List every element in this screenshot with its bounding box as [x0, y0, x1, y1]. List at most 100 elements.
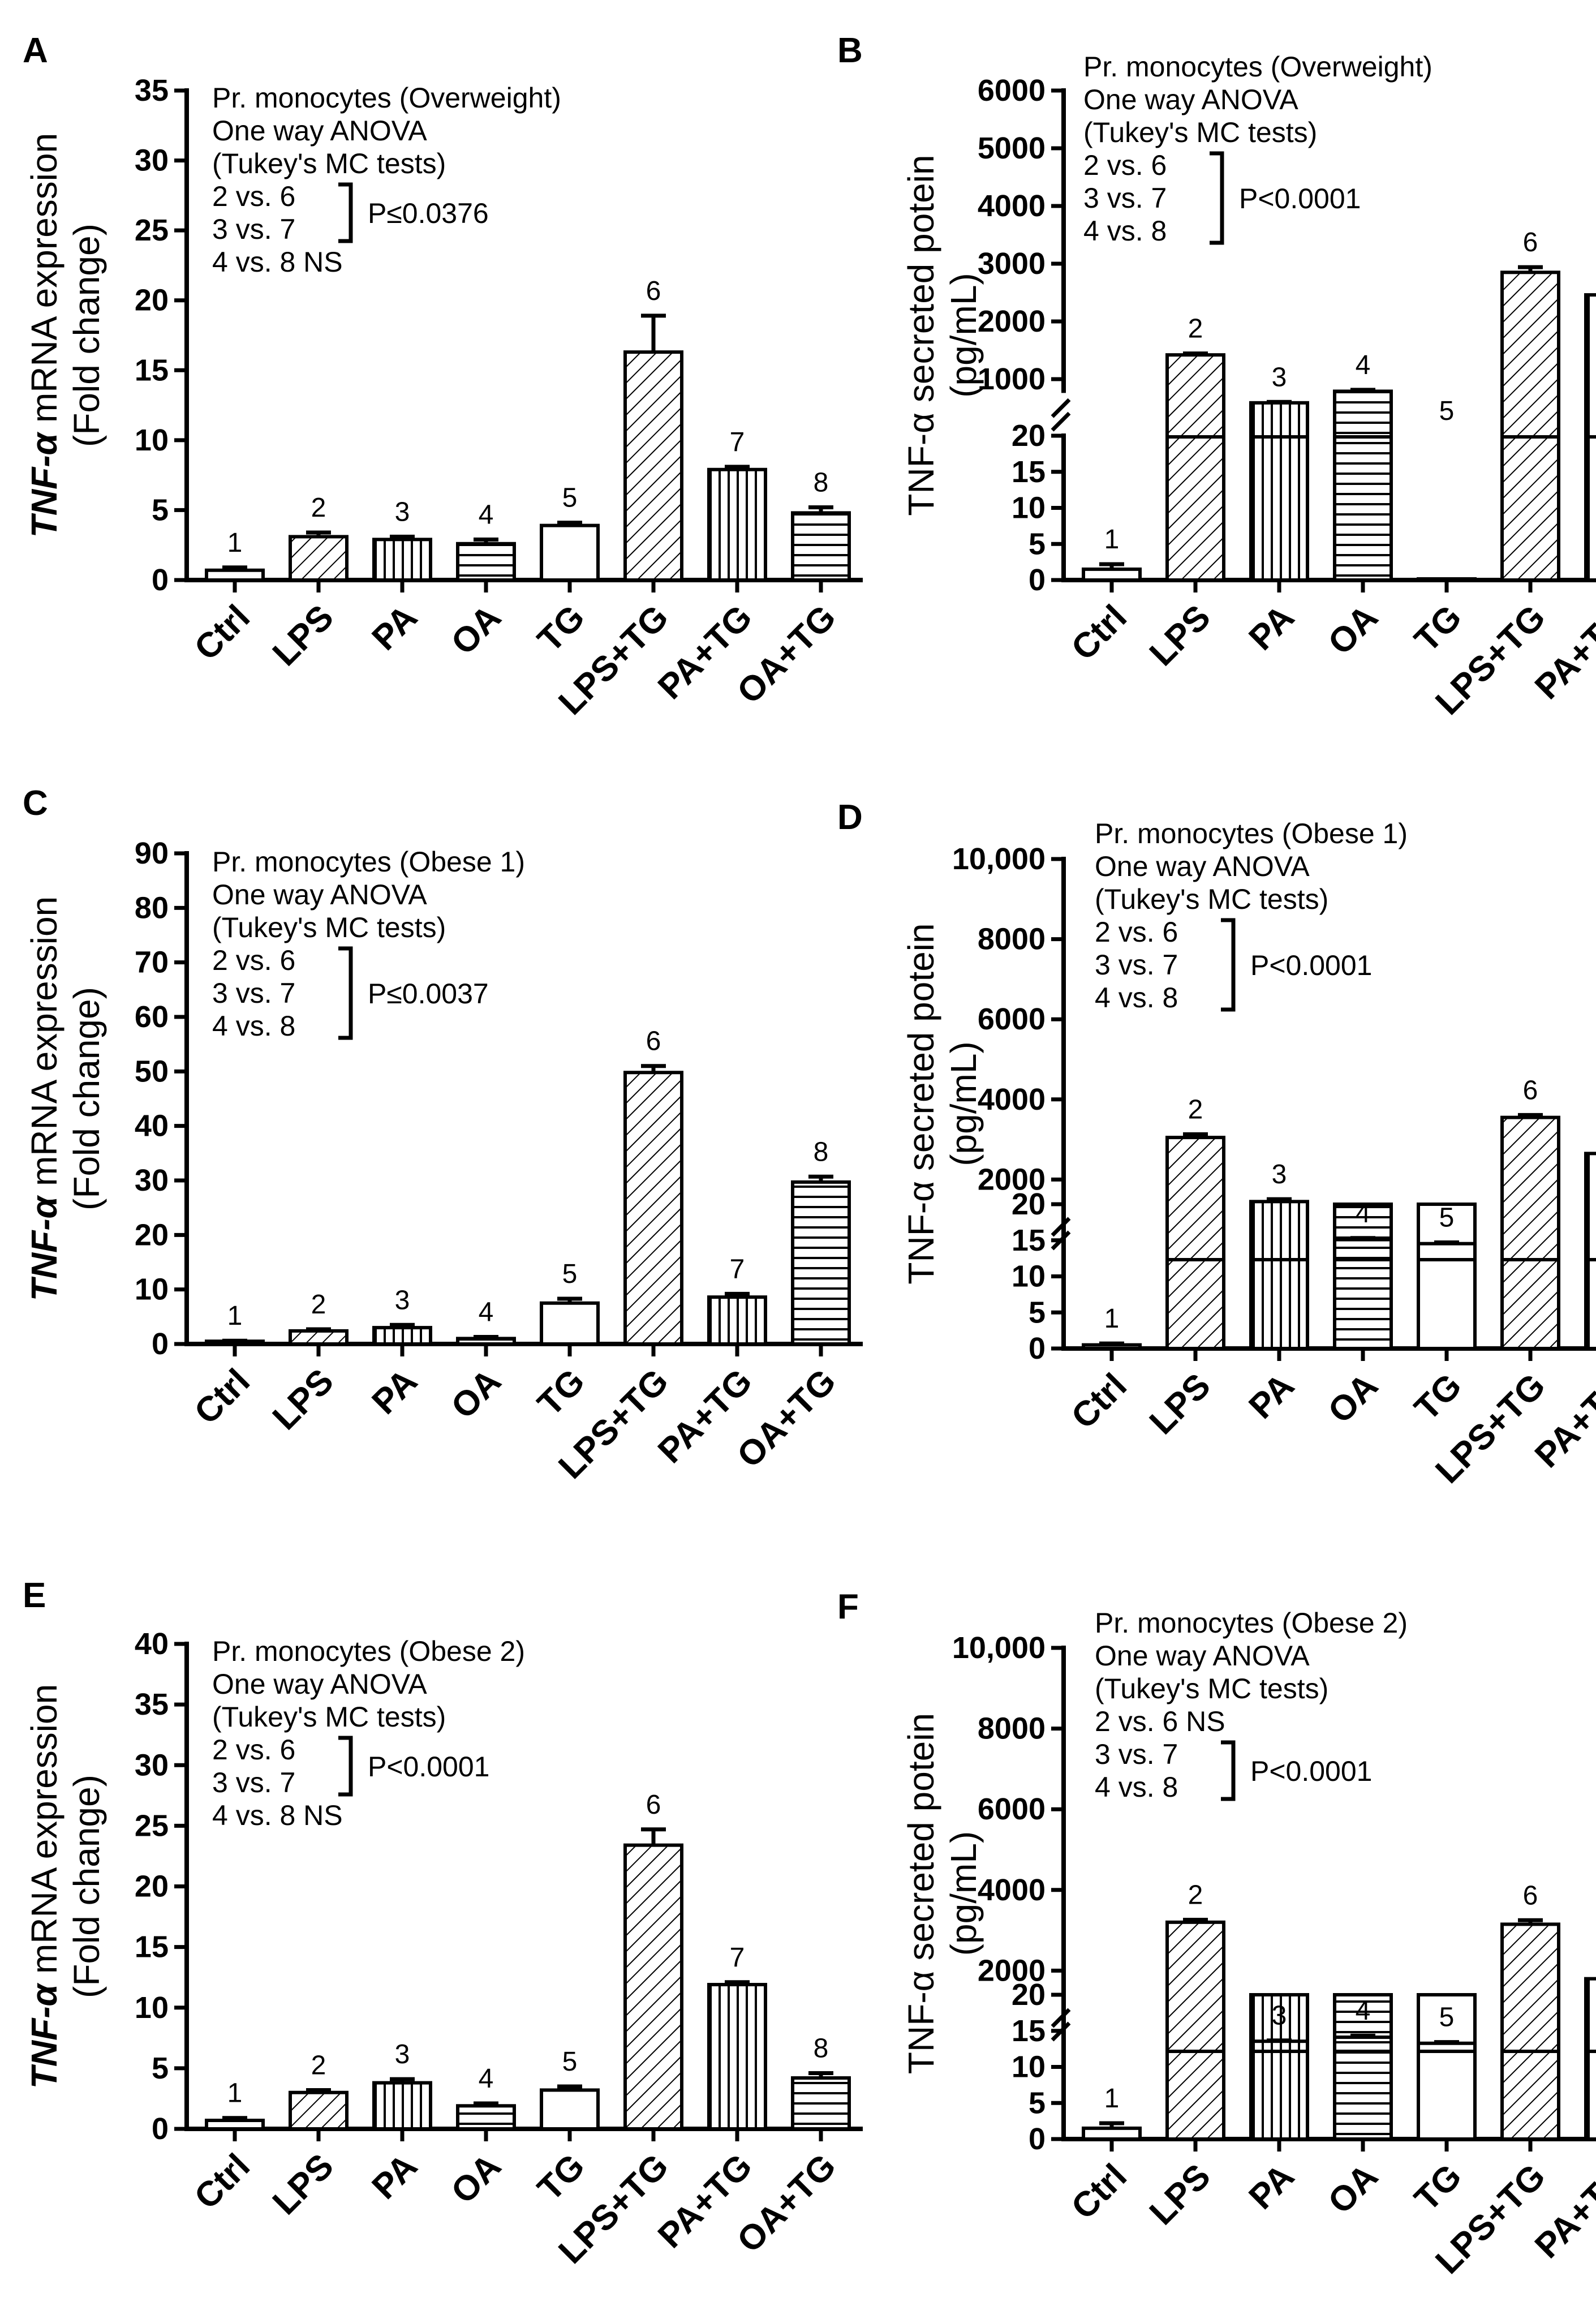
axis-break-mark [1051, 1217, 1071, 1237]
y-axis-title-rest: mRNA expression [24, 133, 64, 433]
bar [1584, 1977, 1596, 2053]
x-tick-label: OA [444, 2146, 509, 2211]
bar-number: 3 [395, 497, 410, 527]
bar-number: 4 [1356, 350, 1371, 380]
bar [1417, 1993, 1477, 2141]
axis-break-mark [1051, 398, 1071, 418]
axis-break-mark [1051, 411, 1071, 432]
bar [791, 511, 851, 582]
bar-number: 3 [1272, 362, 1287, 392]
y-tick-label: 60 [135, 1000, 169, 1034]
annotation-line: One way ANOVA [1083, 84, 1298, 115]
panel-label: D [837, 798, 863, 837]
panel-B: B051015201000200030004000500060001Ctrl2L… [837, 31, 1596, 723]
bar [1249, 2039, 1309, 2054]
annotation-line: Pr. monocytes (Obese 2) [1095, 1607, 1408, 1639]
x-tick-label: LPS [265, 1362, 341, 1437]
bar [1417, 1242, 1477, 1261]
bar [1500, 1922, 1560, 2054]
y-axis-title-italic: TNF-α [24, 1195, 64, 1301]
bar-number: 2 [311, 493, 326, 523]
panel-label: B [837, 31, 863, 70]
x-tick-label: Ctrl [1064, 1366, 1134, 1436]
annotation-line: 3 vs. 7 [1095, 949, 1178, 981]
x-tick-label: TG [1407, 2157, 1469, 2219]
annotation-line: 3 vs. 7 [212, 977, 295, 1009]
bar-number: 6 [646, 276, 661, 306]
annotation-line: One way ANOVA [1095, 1640, 1310, 1672]
bar-number: 8 [814, 1137, 829, 1167]
bar [1417, 2041, 1477, 2053]
bar-number: 6 [646, 1790, 661, 1820]
significance-label: P<0.0001 [1239, 183, 1361, 214]
x-tick-label: LPS [265, 598, 341, 673]
y-tick-label: 5000 [978, 131, 1046, 165]
bar [1082, 2126, 1142, 2141]
y-tick-label: 35 [135, 1687, 169, 1721]
annotation-line: (Tukey's MC tests) [1083, 117, 1317, 148]
y-tick-label: 6000 [978, 1792, 1046, 1826]
bar [623, 1071, 683, 1346]
annotation-line: (Tukey's MC tests) [1095, 883, 1328, 915]
annotation-line: (Tukey's MC tests) [212, 148, 446, 179]
bar [289, 2090, 349, 2131]
bar [205, 568, 265, 582]
y-tick-label: 10 [1012, 491, 1046, 525]
y-axis-title-rest: mRNA expression [24, 896, 64, 1196]
y-tick-label: 40 [135, 1627, 169, 1661]
bar [623, 1843, 683, 2131]
bar-number: 6 [646, 1027, 661, 1057]
bar [540, 2088, 600, 2131]
y-tick-label: 5 [1029, 1295, 1046, 1329]
x-tick-label: LPS [1142, 598, 1218, 673]
panel-label: A [23, 31, 48, 70]
bar-number: 5 [562, 2047, 578, 2077]
bar-number: 3 [395, 2039, 410, 2069]
annotation-line: 2 vs. 6 [1095, 916, 1178, 948]
significance-label: P≤0.0376 [368, 197, 489, 229]
bar-number: 1 [227, 528, 243, 558]
bar-number: 4 [479, 1297, 494, 1327]
bar [1333, 1993, 1393, 2141]
y-tick-label: 15 [135, 1930, 169, 1964]
bar-number: 7 [730, 1254, 745, 1284]
x-tick-label: TG [1407, 1366, 1469, 1428]
x-tick-label: TG [530, 1362, 592, 1424]
annotation-line: Pr. monocytes (Overweight) [1083, 51, 1432, 83]
bar-number: 8 [814, 2033, 829, 2063]
bar [372, 2081, 432, 2131]
annotation-line: One way ANOVA [212, 1668, 427, 1700]
significance-bracket [1210, 151, 1224, 245]
annotation-line: Pr. monocytes (Overweight) [212, 82, 561, 114]
y-tick-label: 5 [152, 493, 169, 527]
y-tick-label: 4000 [978, 1083, 1046, 1117]
y-tick-label: 4000 [978, 1873, 1046, 1907]
annotation-line: 3 vs. 7 [1095, 1738, 1178, 1770]
bar [1333, 1238, 1393, 1262]
bar [707, 1295, 767, 1346]
bar [1165, 353, 1225, 439]
bar-number: 1 [1104, 525, 1120, 555]
annotation-line: 2 vs. 6 [212, 944, 295, 976]
y-tick-label: 30 [135, 1163, 169, 1197]
x-tick-label: OA [1320, 2157, 1386, 2222]
x-tick-label: LPS [1142, 2157, 1218, 2232]
y-tick-label: 1000 [978, 362, 1046, 396]
bar [1249, 1993, 1309, 2141]
bar-number: 2 [1188, 1880, 1203, 1910]
bar [1249, 1200, 1309, 1262]
y-tick-label: 10 [1012, 1260, 1046, 1294]
bar [791, 1180, 851, 1346]
bar [1417, 577, 1477, 582]
bar-number: 8 [814, 467, 829, 497]
y-axis-title: TNF-α secreted potein [901, 154, 941, 516]
y-tick-label: 50 [135, 1054, 169, 1088]
annotation-line: 3 vs. 7 [212, 1767, 295, 1798]
bar [707, 1983, 767, 2131]
annotation-line: 4 vs. 8 [1095, 1771, 1178, 1803]
annotation-line: 4 vs. 8 [1083, 215, 1167, 247]
y-tick-label: 15 [1012, 455, 1046, 489]
panel-F: F05101520200040006000800010,0001Ctrl2LPS… [837, 1587, 1596, 2282]
y-tick-label: 8000 [978, 1712, 1046, 1746]
